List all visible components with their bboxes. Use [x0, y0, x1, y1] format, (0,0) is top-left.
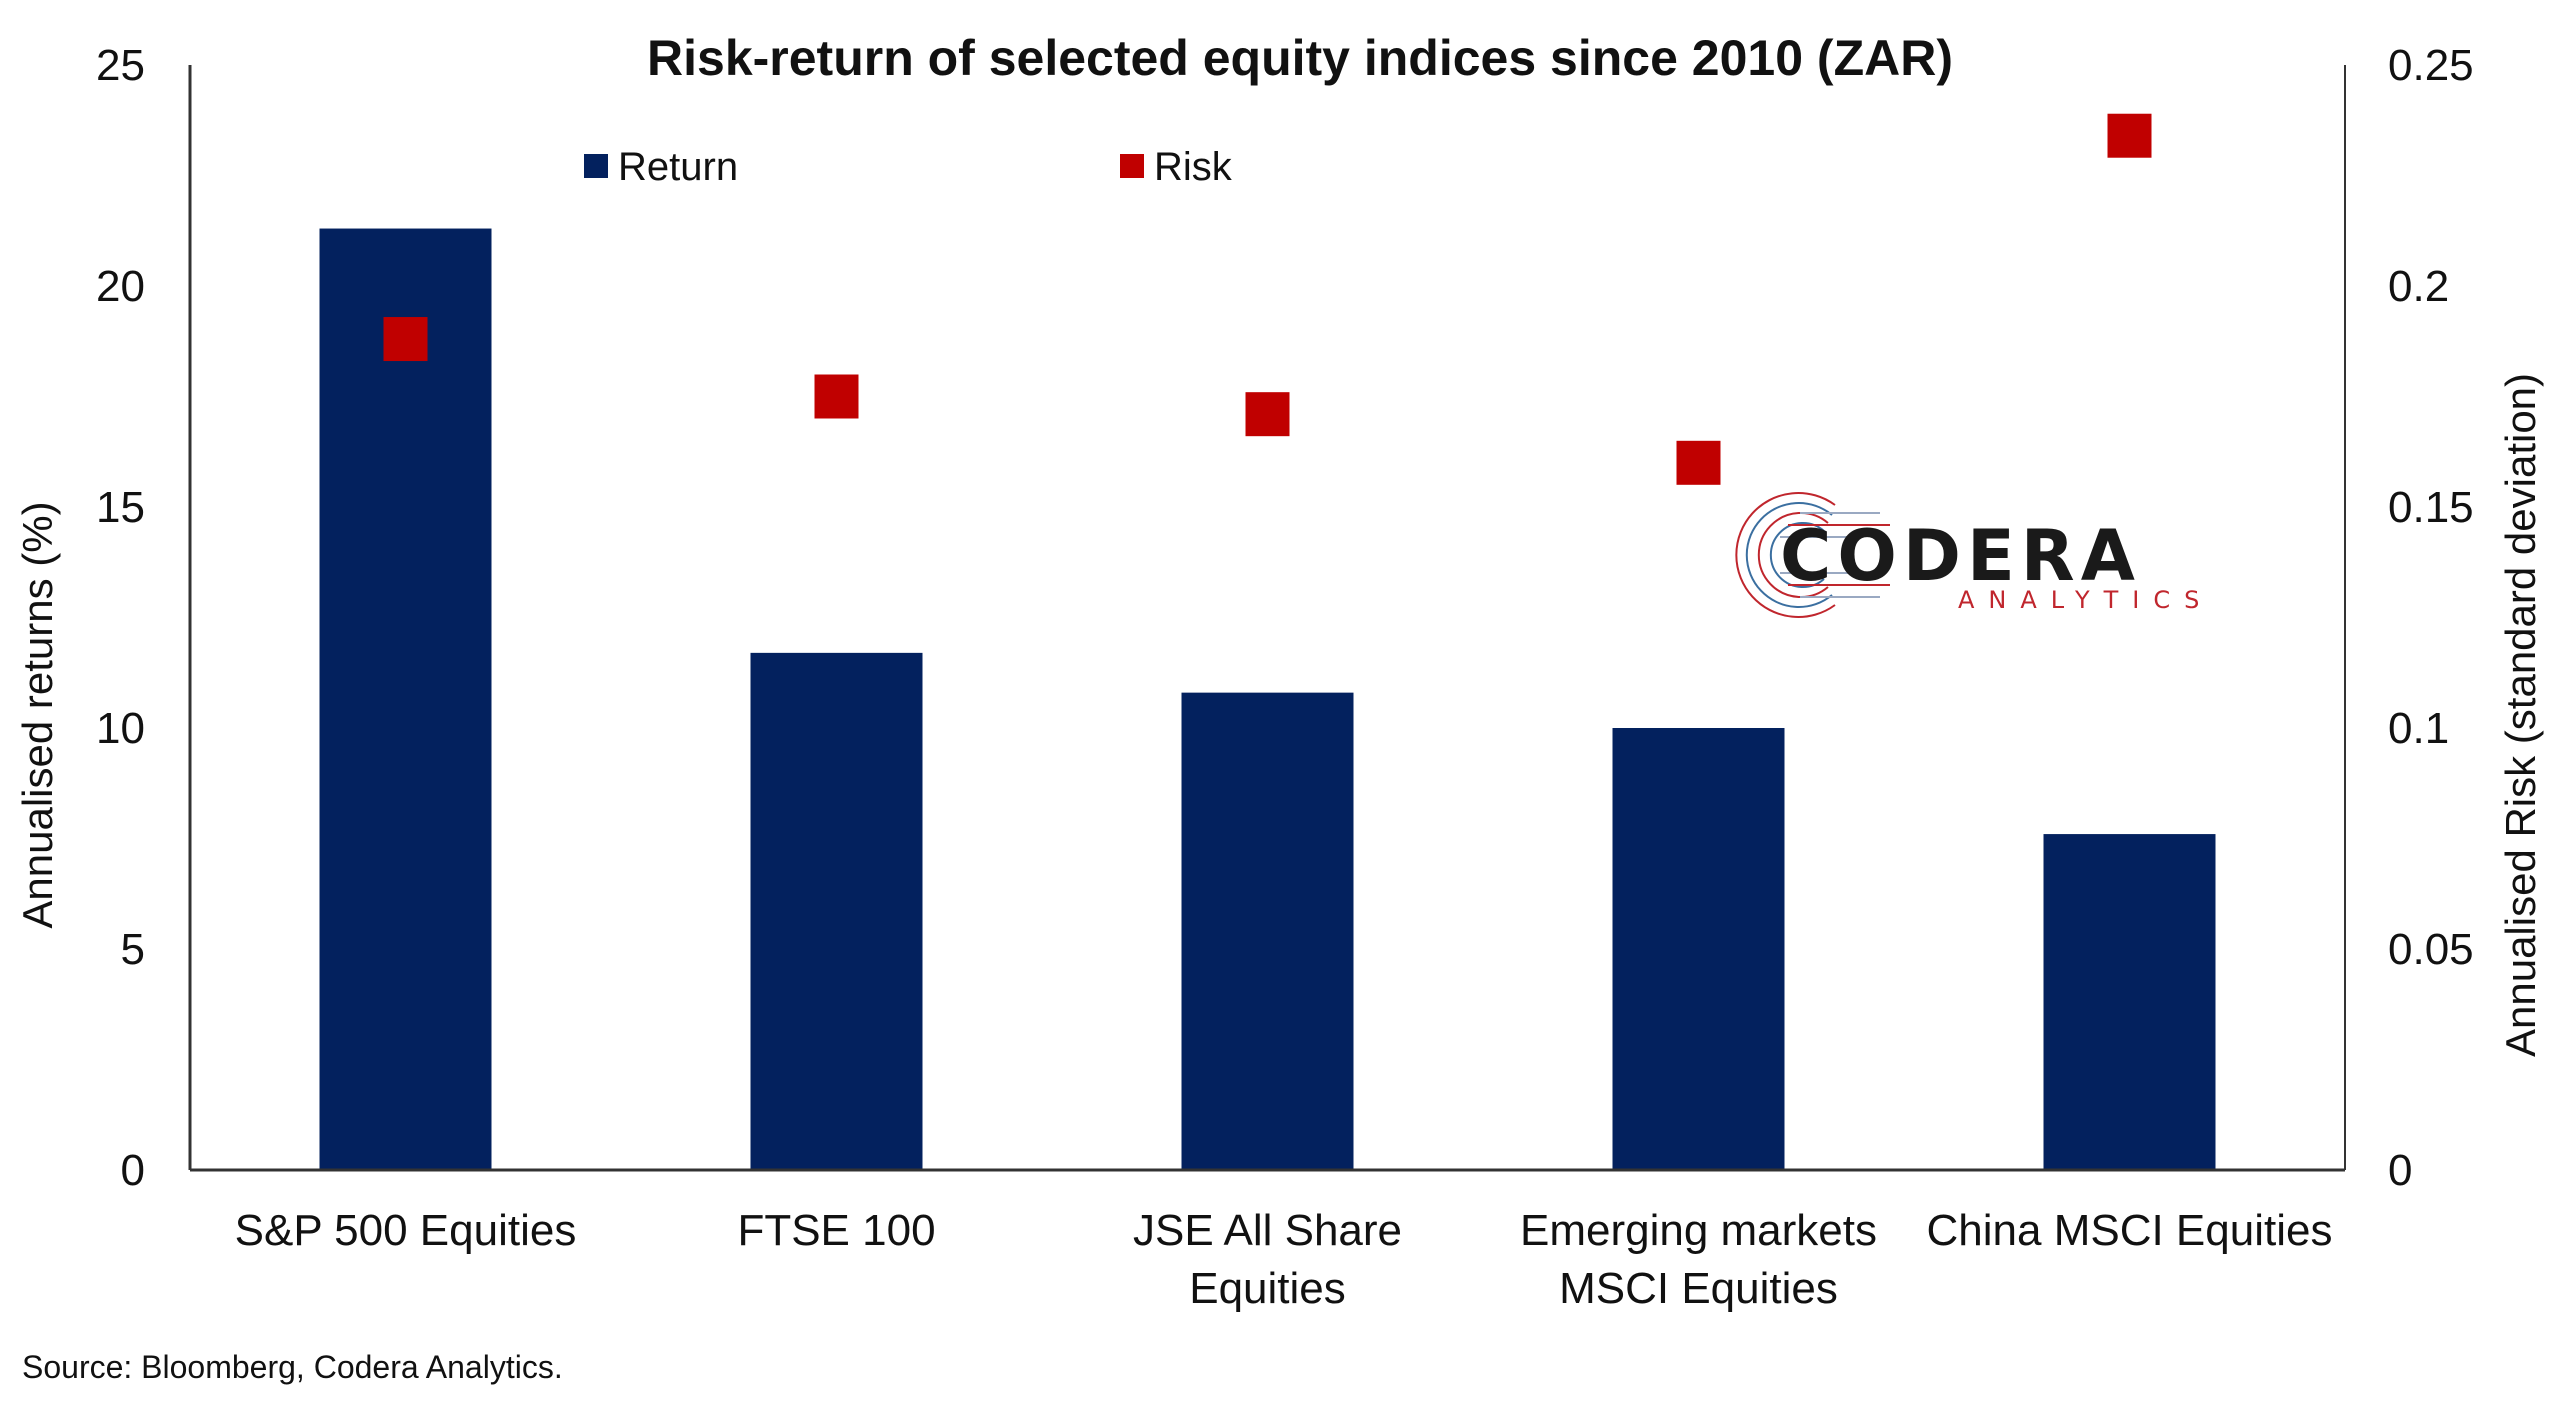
logo-mark-icon: [1735, 492, 1890, 618]
legend-label-return: Return: [618, 145, 738, 189]
bar-return: [750, 652, 923, 1170]
return-bars: [319, 228, 2216, 1171]
logo-subtitle: ANALYTICS: [1958, 586, 2213, 614]
y-left-tick-label: 20: [96, 262, 145, 311]
y-left-tick-label: 15: [96, 483, 145, 532]
marker-risk: [383, 317, 428, 362]
marker-risk: [1245, 392, 1290, 437]
y-axis-left-ticks: 0 5 10 15 20 25: [96, 41, 145, 1195]
y-right-tick-label: 0.15: [2388, 483, 2474, 532]
x-axis-categories: S&P 500 Equities FTSE 100 JSE All Share Equ…: [235, 1206, 2333, 1313]
y-right-tick-label: 0: [2388, 1146, 2412, 1195]
bar-return: [1181, 692, 1354, 1170]
x-category-label: JSE All Share: [1133, 1206, 1402, 1255]
x-category-label: S&P 500 Equities: [235, 1206, 577, 1255]
y-axis-left-label: Annualised returns (%): [14, 501, 61, 928]
y-left-tick-label: 25: [96, 41, 145, 90]
marker-risk: [814, 374, 859, 419]
y-axis-right-label: Annualised Risk (standard deviation): [2497, 373, 2544, 1057]
x-category-label: MSCI Equities: [1559, 1264, 1838, 1313]
bar-return: [1612, 728, 1785, 1170]
y-right-tick-label: 0.05: [2388, 925, 2474, 974]
y-left-tick-label: 5: [121, 925, 145, 974]
risk-markers: [383, 113, 2152, 485]
bar-return: [2043, 834, 2216, 1170]
y-right-tick-label: 0.1: [2388, 704, 2449, 753]
codera-analytics-logo: CODERA ANALYTICS: [1735, 492, 2213, 618]
legend-label-risk: Risk: [1154, 145, 1233, 189]
x-category-label: Equities: [1189, 1264, 1346, 1313]
legend-swatch-return: [584, 154, 608, 178]
legend-swatch-risk: [1120, 154, 1144, 178]
y-axis-right-ticks: 0 0.05 0.1 0.15 0.2 0.25: [2388, 41, 2474, 1195]
logo-word: CODERA: [1780, 515, 2141, 597]
source-note: Source: Bloomberg, Codera Analytics.: [22, 1349, 563, 1385]
marker-risk: [2107, 113, 2152, 158]
marker-risk: [1676, 440, 1721, 485]
y-right-tick-label: 0.25: [2388, 41, 2474, 90]
legend: Return Risk: [584, 145, 1233, 189]
x-category-label: FTSE 100: [737, 1206, 935, 1255]
bar-return: [319, 228, 492, 1171]
x-category-label: China MSCI Equities: [1927, 1206, 2333, 1255]
chart-title: Risk-return of selected equity indices s…: [647, 30, 1953, 86]
y-left-tick-label: 0: [121, 1146, 145, 1195]
y-right-tick-label: 0.2: [2388, 262, 2449, 311]
x-category-label: Emerging markets: [1520, 1206, 1877, 1255]
y-left-tick-label: 10: [96, 704, 145, 753]
